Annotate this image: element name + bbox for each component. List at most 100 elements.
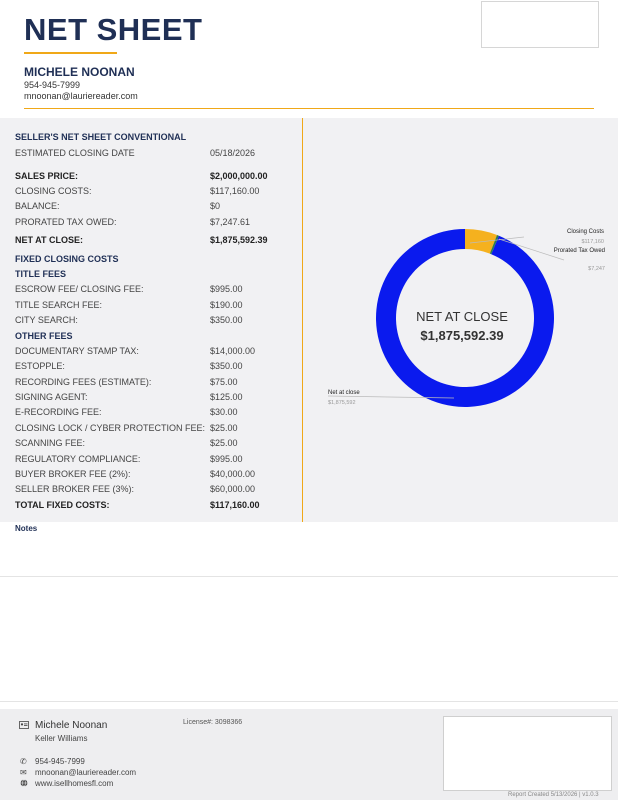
row-label: SCANNING FEE: [15, 438, 86, 448]
row-label: CLOSING COSTS: [15, 186, 92, 196]
row-label: SALES PRICE: [15, 171, 79, 181]
notes-label: Notes [15, 524, 38, 533]
agent-phone: 954-945-7999 [24, 80, 81, 90]
slice-value: $1,875,592 [328, 400, 356, 406]
agent-name: MICHELE NOONAN [24, 65, 135, 79]
total-fixed-costs-row: TOTAL FIXED COSTS: $117,160.00 [15, 500, 300, 514]
row-label: BUYER BROKER FEE (2%): [15, 469, 131, 479]
callout-line [469, 236, 525, 244]
callout-line [498, 238, 565, 261]
slice-label: Closing Costs [567, 229, 604, 235]
row-label: NET AT CLOSE: [15, 235, 83, 245]
fee-row: SELLER BROKER FEE (3%): $60,000.00 [15, 484, 300, 498]
row-value: $7,247.61 [210, 217, 251, 227]
row-value: $995.00 [210, 454, 243, 464]
row-value: $25.00 [210, 438, 238, 448]
row-value: $40,000.00 [210, 469, 256, 479]
fee-row: SIGNING AGENT: $125.00 [15, 392, 300, 406]
fee-row: TITLE SEARCH FEE: $190.00 [15, 300, 300, 314]
row-value: $14,000.00 [210, 346, 256, 356]
row-value: $25.00 [210, 423, 238, 433]
row-value: $75.00 [210, 377, 238, 387]
header: NET SHEET MICHELE NOONAN 954-945-7999 mn… [0, 0, 618, 118]
donut-chart: NET AT CLOSE $1,875,592.39 Closing Costs… [327, 229, 605, 408]
row-label: ESCROW FEE/ CLOSING FEE: [15, 284, 144, 294]
row-label: PRORATED TAX OWED: [15, 217, 117, 227]
agent-email[interactable]: mnoonan@lauriereader.com [24, 91, 138, 101]
row-value: $125.00 [210, 392, 243, 402]
id-card-icon [19, 721, 29, 731]
slice-value: $117,160 [581, 239, 604, 245]
net-at-close-row: NET AT CLOSE: $1,875,592.39 [15, 235, 300, 249]
footer-website[interactable]: www.isellhomesfl.com [35, 779, 114, 788]
fee-row: CLOSING LOCK / CYBER PROTECTION FEE: $25… [15, 423, 300, 437]
chart-area: NET AT CLOSE $1,875,592.39 Closing Costs… [304, 118, 618, 522]
footer-email[interactable]: mnoonan@lauriereader.com [35, 768, 137, 777]
footer-logo-box [443, 716, 612, 791]
summary-row: PRORATED TAX OWED: $7,247.61 [15, 217, 300, 231]
footer-company: Keller Williams [35, 734, 88, 743]
row-label: BALANCE: [15, 201, 60, 211]
row-label: CLOSING LOCK / CYBER PROTECTION FEE: [15, 423, 206, 433]
summary-row: SALES PRICE: $2,000,000.00 [15, 171, 300, 185]
header-divider [24, 108, 594, 109]
row-value: $60,000.00 [210, 484, 256, 494]
other-fees-heading: OTHER FEES [15, 331, 73, 341]
page-title: NET SHEET [24, 12, 203, 47]
logo-placeholder [481, 1, 599, 48]
row-label: ESTOPPLE: [15, 361, 65, 371]
row-label: SIGNING AGENT: [15, 392, 88, 402]
row-value: $350.00 [210, 315, 243, 325]
fixed-costs-heading: FIXED CLOSING COSTS [15, 254, 119, 264]
summary-row: BALANCE: $0 [15, 201, 300, 215]
row-label: TITLE SEARCH FEE: [15, 300, 103, 310]
row-label: CITY SEARCH: [15, 315, 78, 325]
donut-slice-closing-costs [465, 229, 498, 254]
fee-row: RECORDING FEES (ESTIMATE): $75.00 [15, 377, 300, 391]
row-value: $0 [210, 201, 221, 211]
row-value: $30.00 [210, 407, 238, 417]
footer-divider [0, 701, 618, 702]
row-value: $117,160.00 [210, 500, 260, 510]
summary-row: CLOSING COSTS: $117,160.00 [15, 186, 300, 200]
row-value: $1,875,592.39 [210, 235, 268, 245]
chart-center-value: $1,875,592.39 [420, 328, 503, 343]
slice-label: Net at close [328, 390, 360, 396]
fee-row: REGULATORY COMPLIANCE: $995.00 [15, 454, 300, 468]
fee-row: DOCUMENTARY STAMP TAX: $14,000.00 [15, 346, 300, 360]
fee-row: SCANNING FEE: $25.00 [15, 438, 300, 452]
title-underline [24, 52, 117, 54]
cost-breakdown: SELLER'S NET SHEET CONVENTIONAL ESTIMATE… [0, 118, 303, 522]
chart-center-title: NET AT CLOSE [416, 309, 508, 324]
fee-row: CITY SEARCH: $350.00 [15, 315, 300, 329]
row-label: RECORDING FEES (ESTIMATE): [15, 377, 152, 387]
slice-label: Prorated Tax Owed [554, 248, 605, 254]
row-label: DOCUMENTARY STAMP TAX: [15, 346, 139, 356]
footer-license: License#: 3098366 [183, 719, 243, 726]
title-fees-heading: TITLE FEES [15, 269, 67, 279]
footer-phone: 954-945-7999 [35, 757, 85, 766]
globe-icon [20, 779, 28, 789]
row-label: E-RECORDING FEE: [15, 407, 102, 417]
callout-line [327, 395, 455, 399]
phone-icon: ✆ [20, 757, 27, 766]
fee-row: ESCROW FEE/ CLOSING FEE: $995.00 [15, 284, 300, 298]
row-label: SELLER BROKER FEE (3%): [15, 484, 135, 494]
row-value: $350.00 [210, 361, 243, 371]
row-value: $995.00 [210, 284, 243, 294]
fee-row: BUYER BROKER FEE (2%): $40,000.00 [15, 469, 300, 483]
row-label: TOTAL FIXED COSTS: [15, 500, 110, 510]
footer: Michele Noonan Keller Williams License#:… [0, 709, 618, 800]
row-value: $2,000,000.00 [210, 171, 268, 181]
net-sheet-panel: SELLER'S NET SHEET CONVENTIONAL ESTIMATE… [0, 118, 618, 522]
envelope-icon: ✉ [20, 768, 27, 777]
fee-row: ESTOPPLE: $350.00 [15, 361, 300, 375]
row-label: REGULATORY COMPLIANCE: [15, 454, 141, 464]
closing-date-row: ESTIMATED CLOSING DATE 05/18/2026 [15, 148, 300, 162]
row-label: ESTIMATED CLOSING DATE [15, 148, 135, 158]
row-value: 05/18/2026 [210, 148, 256, 158]
fee-row: E-RECORDING FEE: $30.00 [15, 407, 300, 421]
footer-agent-name: Michele Noonan [35, 720, 108, 731]
slice-value: $7,247 [588, 266, 605, 272]
report-created: Report Created 5/13/2026 | v1.0.3 [508, 792, 599, 798]
